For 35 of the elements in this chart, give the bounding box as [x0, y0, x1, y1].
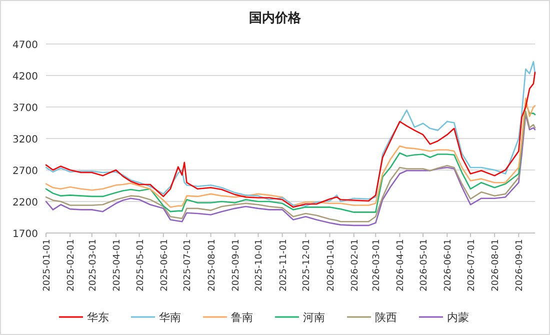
x-tick-label: 2025-02-01 — [66, 239, 77, 292]
x-tick-label: 2026-03-01 — [372, 239, 382, 292]
legend-label: 华东 — [87, 311, 109, 324]
x-tick-label: 2025-01-01 — [42, 239, 52, 292]
y-tick-label: 2200 — [12, 198, 38, 208]
x-tick-label: 2025-12-01 — [302, 239, 312, 292]
x-tick-label: 2026-09-01 — [515, 239, 526, 292]
x-tick-label: 2025-06-01 — [160, 239, 170, 292]
y-tick-label: 1700 — [12, 229, 38, 240]
legend-label: 鲁南 — [231, 311, 253, 324]
legend-label: 内蒙 — [447, 311, 469, 324]
x-tick-label: 2025-10-01 — [254, 239, 265, 292]
x-tick-label: 2025-03-01 — [88, 239, 98, 292]
y-tick-label: 3700 — [12, 103, 38, 114]
x-tick-label: 2026-07-01 — [466, 239, 477, 292]
y-tick-label: 3200 — [12, 134, 38, 146]
x-tick-label: 2025-08-01 — [207, 239, 218, 292]
x-tick-label: 2025-04-01 — [112, 239, 122, 292]
x-tick-label: 2026-05-01 — [420, 239, 430, 292]
x-tick-label: 2026-04-01 — [396, 239, 406, 292]
legend-label: 陕西 — [375, 311, 397, 324]
y-tick-label: 4700 — [12, 40, 38, 51]
legend-label: 河南 — [303, 311, 325, 324]
x-tick-label: 2025-05-01 — [136, 239, 146, 292]
x-tick-label: 2025-11-01 — [278, 239, 289, 292]
legend-label: 华南 — [159, 311, 181, 324]
x-tick-label: 2026-02-01 — [350, 239, 360, 292]
x-tick-label: 2025-09-01 — [231, 239, 242, 292]
x-tick-label: 2026-08-01 — [491, 239, 502, 292]
x-tick-label: 2025-07-01 — [183, 239, 194, 292]
x-tick-label: 2026-01-01 — [326, 239, 336, 292]
y-tick-label: 2700 — [12, 166, 38, 177]
y-tick-label: 4200 — [12, 72, 38, 82]
x-tick-label: 2026-06-01 — [444, 239, 454, 292]
chart-title: 国内价格 — [249, 11, 302, 26]
